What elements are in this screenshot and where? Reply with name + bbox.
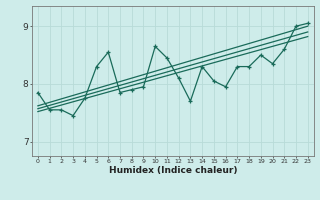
X-axis label: Humidex (Indice chaleur): Humidex (Indice chaleur): [108, 166, 237, 175]
